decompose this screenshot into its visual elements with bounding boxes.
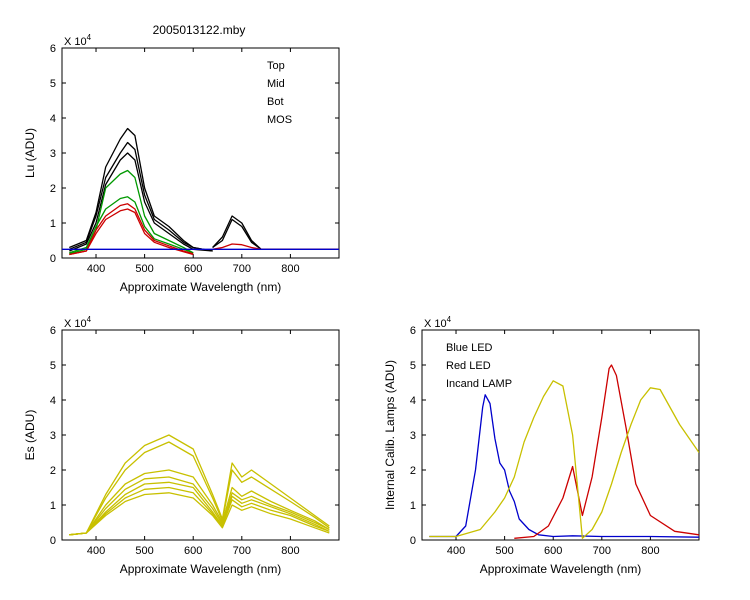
lamps-ytick-label: 4 — [410, 395, 416, 407]
lu-legend-entry: Top — [267, 60, 285, 72]
lamps-series-line-2 — [429, 380, 699, 539]
es-series-line-6 — [69, 492, 330, 536]
es-ytick-label: 4 — [50, 395, 56, 407]
es-xtick-label: 700 — [233, 545, 251, 557]
lamps-xtick-label: 700 — [593, 545, 611, 557]
es-ytick-label: 3 — [50, 430, 56, 442]
lu-series-line-8 — [69, 208, 194, 256]
lu-exponent-base: X 10 — [64, 36, 87, 48]
es-xtick-label: 400 — [87, 545, 105, 557]
es-xlabel: Approximate Wavelength (nm) — [120, 562, 282, 576]
lu-xtick-label: 600 — [184, 263, 202, 275]
lamps-legend-entry: Red LED — [446, 360, 491, 372]
lu-ytick-label: 2 — [50, 183, 56, 195]
es-series-line-5 — [69, 486, 330, 536]
lu-xtick-label: 800 — [281, 263, 299, 275]
lamps-ytick-label: 0 — [410, 535, 416, 547]
lamps-xlabel: Approximate Wavelength (nm) — [480, 562, 642, 576]
lu-ytick-label: 5 — [50, 78, 56, 90]
lamps-legend-entry: Incand LAMP — [446, 378, 512, 390]
lamps-ytick-label: 1 — [410, 500, 416, 512]
lu-series-line-1 — [69, 141, 213, 252]
es-xtick-label: 500 — [135, 545, 153, 557]
lu-xtick-label: 400 — [87, 263, 105, 275]
lu-axes-frame — [61, 47, 340, 259]
es-ytick-label: 2 — [50, 465, 56, 477]
lamps-exponent-label: X 104 — [424, 315, 452, 330]
es-xtick-label: 800 — [281, 545, 299, 557]
es-ytick-label: 6 — [50, 325, 56, 337]
lamps-exponent-power: 4 — [447, 315, 452, 324]
lamps-xtick-label: 500 — [495, 545, 513, 557]
lu-legend-entry: Mid — [267, 78, 285, 90]
lamps-xtick-label: 600 — [544, 545, 562, 557]
es-ytick-label: 0 — [50, 535, 56, 547]
page-title: 2005013122.mby — [153, 23, 246, 37]
lu-ytick-label: 0 — [50, 253, 56, 265]
lu-series-line-5 — [69, 196, 194, 254]
lu-ytick-label: 6 — [50, 43, 56, 55]
lu-ytick-label: 4 — [50, 113, 56, 125]
es-series-line-0 — [69, 434, 330, 536]
lu-exponent-label: X 104 — [64, 33, 92, 48]
lu-xtick-label: 500 — [135, 263, 153, 275]
lu-ylabel: Lu (ADU) — [23, 128, 37, 178]
lamps-legend-entry: Blue LED — [446, 342, 493, 354]
es-xtick-label: 600 — [184, 545, 202, 557]
lu-ytick-label: 3 — [50, 148, 56, 160]
lamps-ytick-label: 2 — [410, 465, 416, 477]
lu-exponent-power: 4 — [87, 33, 92, 42]
lu-series-group — [62, 127, 339, 256]
lu-legend-entry: MOS — [267, 114, 292, 126]
lu-xlabel: Approximate Wavelength (nm) — [120, 280, 282, 294]
lamps-series-line-0 — [429, 394, 699, 538]
lu-legend-entry: Bot — [267, 96, 284, 108]
lu-series-line-2 — [69, 152, 213, 252]
lu-ytick-label: 1 — [50, 218, 56, 230]
lamps-xtick-label: 800 — [641, 545, 659, 557]
es-ylabel: Es (ADU) — [23, 410, 37, 461]
es-series-group — [69, 434, 330, 536]
lu-xtick-label: 700 — [233, 263, 251, 275]
lamps-exponent-base: X 10 — [424, 318, 447, 330]
es-ytick-label: 5 — [50, 360, 56, 372]
es-series-line-3 — [69, 476, 330, 536]
lamps-ytick-label: 5 — [410, 360, 416, 372]
es-series-line-2 — [69, 469, 330, 536]
lamps-ytick-label: 6 — [410, 325, 416, 337]
lamps-xtick-label: 400 — [447, 545, 465, 557]
es-ytick-label: 1 — [50, 500, 56, 512]
es-exponent-power: 4 — [87, 315, 92, 324]
lamps-ytick-label: 3 — [410, 430, 416, 442]
lu-series-line-9 — [212, 243, 339, 250]
lu-series-line-0 — [69, 127, 213, 252]
lamps-ylabel: Internal Calib. Lamps (ADU) — [383, 360, 397, 510]
es-exponent-base: X 10 — [64, 318, 87, 330]
lamps-series-line-1 — [514, 364, 699, 539]
es-exponent-label: X 104 — [64, 315, 92, 330]
lamps-series-group — [429, 364, 699, 539]
lu-series-line-7 — [69, 203, 194, 256]
es-series-line-1 — [69, 441, 330, 536]
